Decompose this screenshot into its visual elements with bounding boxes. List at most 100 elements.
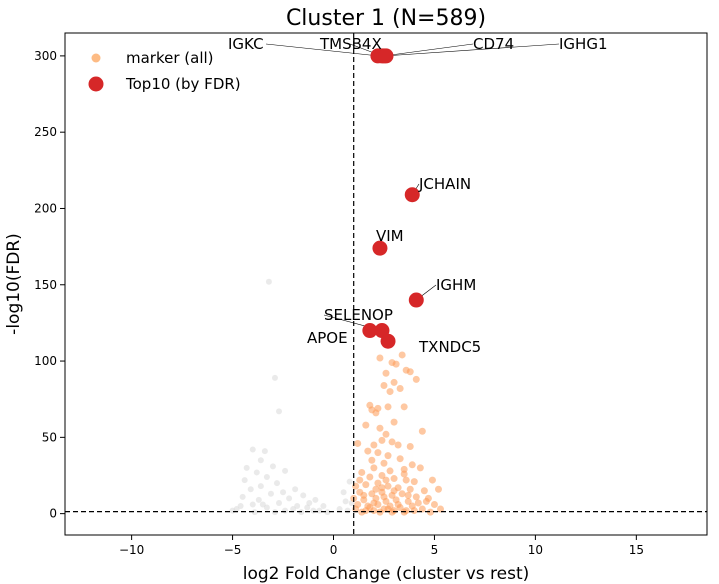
marker-point [376, 424, 384, 432]
top10-point-txndc5 [380, 333, 396, 349]
marker-point [370, 499, 378, 507]
background-point [344, 507, 351, 514]
background-point [346, 478, 353, 485]
legend-marker-swatch [91, 53, 101, 63]
background-point [312, 496, 319, 503]
background-point [243, 464, 250, 471]
marker-point [430, 500, 438, 508]
background-point [249, 501, 256, 508]
background-point [237, 503, 244, 510]
marker-point [402, 507, 410, 515]
marker-point [390, 418, 398, 426]
background-point [300, 492, 307, 499]
marker-point [400, 403, 408, 411]
background-point [249, 446, 256, 453]
marker-point [406, 368, 414, 376]
marker-point [390, 475, 398, 483]
marker-point [398, 351, 406, 359]
gene-label-selenop: SELENOP [324, 306, 393, 324]
legend-top10-swatch [88, 76, 104, 92]
background-point [280, 489, 287, 496]
y-tick-label: 250 [34, 125, 57, 139]
marker-point [386, 467, 394, 475]
marker-point [418, 427, 426, 435]
background-point [316, 507, 323, 514]
marker-point [408, 461, 416, 469]
marker-point [414, 499, 422, 507]
marker-point [406, 485, 414, 493]
marker-point [390, 378, 398, 386]
plot-frame [64, 32, 708, 536]
background-point [282, 467, 289, 474]
marker-point [400, 470, 408, 478]
marker-point [356, 476, 364, 484]
marker-point [354, 439, 362, 447]
background-points-layer [229, 278, 355, 516]
legend-marker-label: marker (all) [126, 49, 214, 67]
marker-point [380, 459, 388, 467]
gene-label-txndc5: TXNDC5 [418, 338, 481, 356]
marker-point [402, 476, 410, 484]
marker-points-layer [350, 351, 445, 516]
threshold-lines-layer [65, 33, 707, 535]
marker-point [370, 441, 378, 449]
background-point [282, 507, 289, 514]
marker-point [366, 473, 374, 481]
background-point [259, 501, 266, 508]
background-point [310, 507, 317, 514]
marker-point [390, 487, 398, 495]
background-point [336, 506, 343, 513]
marker-point [374, 449, 382, 457]
marker-point [382, 430, 390, 438]
background-point [320, 503, 327, 510]
marker-point [382, 476, 390, 484]
background-point [276, 499, 282, 506]
gene-label-vim: VIM [376, 227, 404, 245]
marker-point [406, 443, 414, 451]
background-point [247, 486, 254, 493]
x-tick-label: −10 [119, 543, 144, 557]
marker-point [426, 508, 434, 516]
y-axis-label: -log10(FDR) [4, 233, 24, 335]
marker-point [420, 487, 428, 495]
background-point [273, 480, 280, 487]
gene-label-apoe: APOE [307, 329, 348, 347]
gene-label-tmsb4x: TMSB4X [319, 35, 382, 53]
plot-area: IGKC TMSB4X CD74 IGHG1 JCHAIN VIM IGHM SELENOP A… [65, 33, 707, 535]
marker-point [396, 455, 404, 463]
gene-label-cd74: CD74 [473, 35, 514, 53]
marker-point [410, 478, 418, 486]
top10-point-vim [372, 240, 388, 256]
marker-point [378, 471, 386, 479]
x-axis-label: log2 Fold Change (cluster vs rest) [243, 564, 530, 584]
marker-point [360, 491, 368, 499]
background-point [257, 457, 264, 464]
marker-point [366, 504, 374, 512]
top10-point-ighg1 [378, 48, 394, 64]
marker-point [422, 497, 430, 505]
marker-point [437, 505, 445, 513]
marker-point [434, 485, 442, 493]
background-point [261, 448, 268, 455]
gene-label-jchain: JCHAIN [418, 175, 471, 193]
x-axis-ticks: −10 −5 0 5 10 15 [119, 535, 644, 557]
marker-point [358, 468, 366, 476]
x-tick-label: 15 [629, 543, 644, 557]
background-point [265, 278, 272, 285]
marker-point [404, 497, 412, 505]
background-point [229, 507, 236, 514]
x-tick-label: 5 [431, 543, 439, 557]
marker-point [372, 409, 380, 417]
background-point [251, 509, 258, 516]
background-point [263, 474, 270, 481]
marker-point [418, 505, 426, 513]
x-tick-label: −5 [224, 543, 242, 557]
marker-point [394, 500, 402, 508]
marker-point [374, 479, 382, 487]
background-point [342, 498, 349, 505]
gene-label-ighm: IGHM [436, 276, 476, 294]
gene-label-igkc: IGKC [228, 35, 264, 53]
legend-top10-label: Top10 (by FDR) [125, 75, 241, 93]
label-connector-ighg1 [385, 43, 560, 57]
